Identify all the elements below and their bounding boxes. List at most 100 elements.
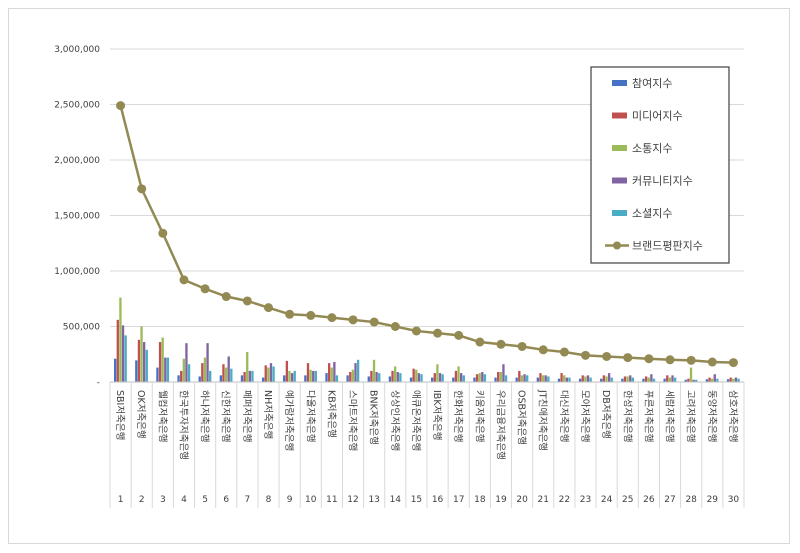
bar: [708, 377, 711, 382]
bar: [243, 372, 246, 382]
bar: [351, 369, 355, 382]
line-point: [264, 303, 273, 313]
x-category-label: 우리금융저축은행: [494, 390, 506, 460]
line-point: [475, 337, 485, 347]
x-number-label: 7: [244, 495, 250, 505]
bar: [438, 373, 442, 382]
x-category-label: 예가람저축은행: [283, 390, 295, 451]
bar: [600, 378, 603, 382]
bar: [143, 342, 146, 382]
bar: [121, 325, 125, 382]
line-point: [623, 353, 633, 363]
x-number-label: 6: [223, 495, 229, 505]
bar: [568, 377, 571, 382]
x-number-label: 11: [326, 495, 337, 505]
legend-label: 소셜지수: [632, 207, 672, 220]
legend-label: 참여지수: [632, 77, 672, 90]
bar: [309, 369, 312, 382]
bar: [420, 374, 423, 382]
bar: [114, 358, 117, 382]
x-number-label: 21: [538, 495, 549, 505]
x-category-label: 상상인저축은행: [389, 390, 401, 451]
bar: [116, 319, 119, 382]
x-number-label: 23: [580, 495, 591, 505]
bar: [713, 374, 716, 382]
bar: [497, 372, 500, 382]
legend-swatch: [612, 210, 627, 216]
bar: [230, 368, 233, 382]
bar: [689, 367, 693, 382]
bar: [391, 370, 394, 382]
bar: [684, 379, 687, 382]
x-category-label: OSB저축은행: [516, 390, 528, 445]
bar: [663, 378, 666, 382]
bar: [349, 372, 352, 382]
x-number-label: 22: [559, 495, 570, 505]
bar: [589, 377, 592, 382]
x-category-label: 한화저축은행: [452, 390, 464, 442]
reputation-line: [116, 101, 738, 368]
bar: [206, 343, 209, 382]
bar: [140, 326, 143, 382]
bar: [293, 370, 296, 382]
line-point: [602, 351, 612, 361]
bar: [399, 373, 402, 382]
bar: [182, 358, 185, 382]
bar: [267, 367, 270, 382]
x-axis-category-labels: SBI저축은행 OK저축은행 웰컴저축은행 한국투자저축은행 하나저축은행 신한저축은행 페…: [114, 389, 739, 460]
bar: [581, 375, 584, 382]
bar: [483, 374, 487, 382]
bar: [251, 370, 254, 382]
x-category-label: KB저축은행: [325, 390, 337, 438]
bar: [515, 377, 518, 382]
y-tick-label: -: [97, 378, 100, 388]
bar: [227, 356, 230, 382]
x-number-label: 13: [368, 495, 379, 505]
bar: [539, 373, 542, 382]
line-point: [411, 326, 421, 336]
line-point: [433, 328, 443, 338]
line-point: [559, 347, 569, 357]
bar: [261, 377, 265, 382]
x-category-label: 모아저축은행: [579, 390, 591, 442]
bar: [610, 377, 613, 382]
bar: [494, 377, 497, 382]
y-tick-label: 2,000,000: [54, 156, 100, 166]
bar: [145, 349, 148, 382]
x-number-label: 8: [266, 495, 272, 505]
bar: [269, 363, 273, 382]
line-point: [327, 313, 337, 323]
x-category-label: NH저축은행: [262, 390, 274, 439]
bar: [626, 376, 629, 382]
y-tick-label: 1,500,000: [54, 212, 100, 222]
line-point: [707, 357, 717, 367]
legend-box: [590, 66, 730, 264]
bar: [222, 364, 225, 382]
x-category-label: 삼호저축은행: [727, 390, 739, 442]
bar: [224, 367, 228, 382]
bar: [460, 373, 463, 382]
bar: [285, 360, 289, 382]
line-point: [454, 330, 464, 340]
bar: [607, 373, 611, 382]
y-tick-label: 1,000,000: [54, 267, 100, 277]
line-point: [306, 310, 316, 320]
bar: [457, 366, 460, 382]
bar: [692, 379, 695, 382]
line-point: [390, 322, 400, 331]
legend-label: 브랜드평판지수: [632, 240, 703, 253]
x-number-label: 18: [474, 495, 486, 505]
bar: [652, 378, 656, 382]
bar: [304, 375, 307, 382]
bar: [578, 378, 582, 382]
bar: [734, 377, 738, 382]
line-point: [581, 350, 590, 360]
line-point: [686, 355, 696, 365]
x-category-label: 애큐온저축은행: [410, 390, 422, 451]
bar: [526, 375, 529, 382]
line-point: [221, 292, 231, 302]
bar: [666, 375, 669, 382]
x-number-label: 20: [516, 495, 528, 505]
bar: [584, 376, 587, 382]
